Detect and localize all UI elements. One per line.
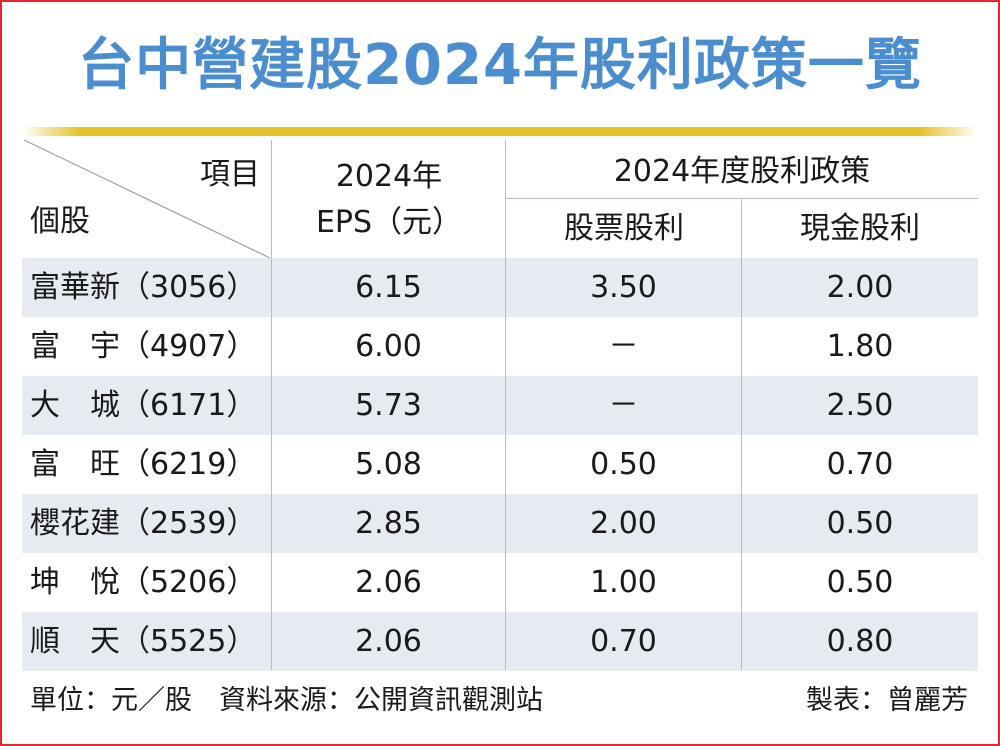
footer-unit-source: 單位：元／股 資料來源：公開資訊觀測站: [30, 684, 543, 716]
col-divider-2: [505, 140, 506, 670]
cell-stock-name: 坤 悅（5206）: [30, 564, 257, 600]
header-sub-divider: [506, 198, 978, 199]
cell-eps: 5.08: [355, 446, 422, 482]
chart-title: 台中營建股2024年股利政策一覽: [78, 33, 922, 98]
cell-stock-dividend: 3.50: [590, 269, 657, 305]
col-divider-3: [741, 198, 742, 670]
header-item-label: 項目: [200, 157, 260, 192]
cell-cash-dividend: 0.50: [826, 564, 894, 600]
header-stock-dividend: 股票股利: [564, 211, 684, 246]
cell-eps: 2.06: [355, 623, 422, 659]
cell-stock-dividend: －: [608, 328, 639, 364]
col-divider-1: [271, 140, 272, 670]
table-row-band: [22, 376, 978, 435]
header-stock-label: 個股: [30, 204, 90, 239]
table-row-band: [22, 258, 978, 317]
cell-cash-dividend: 0.50: [826, 505, 894, 541]
header-cash-dividend: 現金股利: [800, 211, 920, 246]
cell-stock-dividend: 0.70: [590, 623, 657, 659]
cell-stock-dividend: －: [608, 387, 639, 423]
cell-stock-name: 富華新（3056）: [30, 269, 257, 305]
cell-eps: 2.85: [355, 505, 422, 541]
header-policy-group: 2024年度股利政策: [613, 154, 871, 189]
cell-stock-name: 順 天（5525）: [30, 623, 257, 659]
cell-cash-dividend: 1.80: [826, 328, 894, 364]
cell-cash-dividend: 2.50: [826, 387, 894, 423]
cell-stock-dividend: 2.00: [590, 505, 657, 541]
header-eps-line2: EPS（元）: [315, 205, 463, 240]
title-underline: [22, 127, 978, 136]
header-eps-line1: 2024年: [335, 159, 443, 194]
cell-stock-dividend: 1.00: [590, 564, 657, 600]
cell-eps: 6.15: [355, 269, 422, 305]
table-row-band: [22, 612, 978, 671]
cell-stock-name: 櫻花建（2539）: [30, 505, 257, 541]
cell-cash-dividend: 0.80: [826, 623, 894, 659]
cell-eps: 6.00: [355, 328, 422, 364]
cell-stock-name: 富 宇（4907）: [30, 328, 257, 364]
cell-stock-name: 大 城（6171）: [30, 387, 257, 423]
footer-author: 製表：曾麗芳: [806, 684, 968, 716]
cell-stock-name: 富 旺（6219）: [30, 446, 257, 482]
cell-eps: 2.06: [355, 564, 422, 600]
table-row-band: [22, 494, 978, 553]
cell-stock-dividend: 0.50: [590, 446, 657, 482]
cell-cash-dividend: 0.70: [826, 446, 894, 482]
cell-eps: 5.73: [355, 387, 422, 423]
cell-cash-dividend: 2.00: [826, 269, 894, 305]
